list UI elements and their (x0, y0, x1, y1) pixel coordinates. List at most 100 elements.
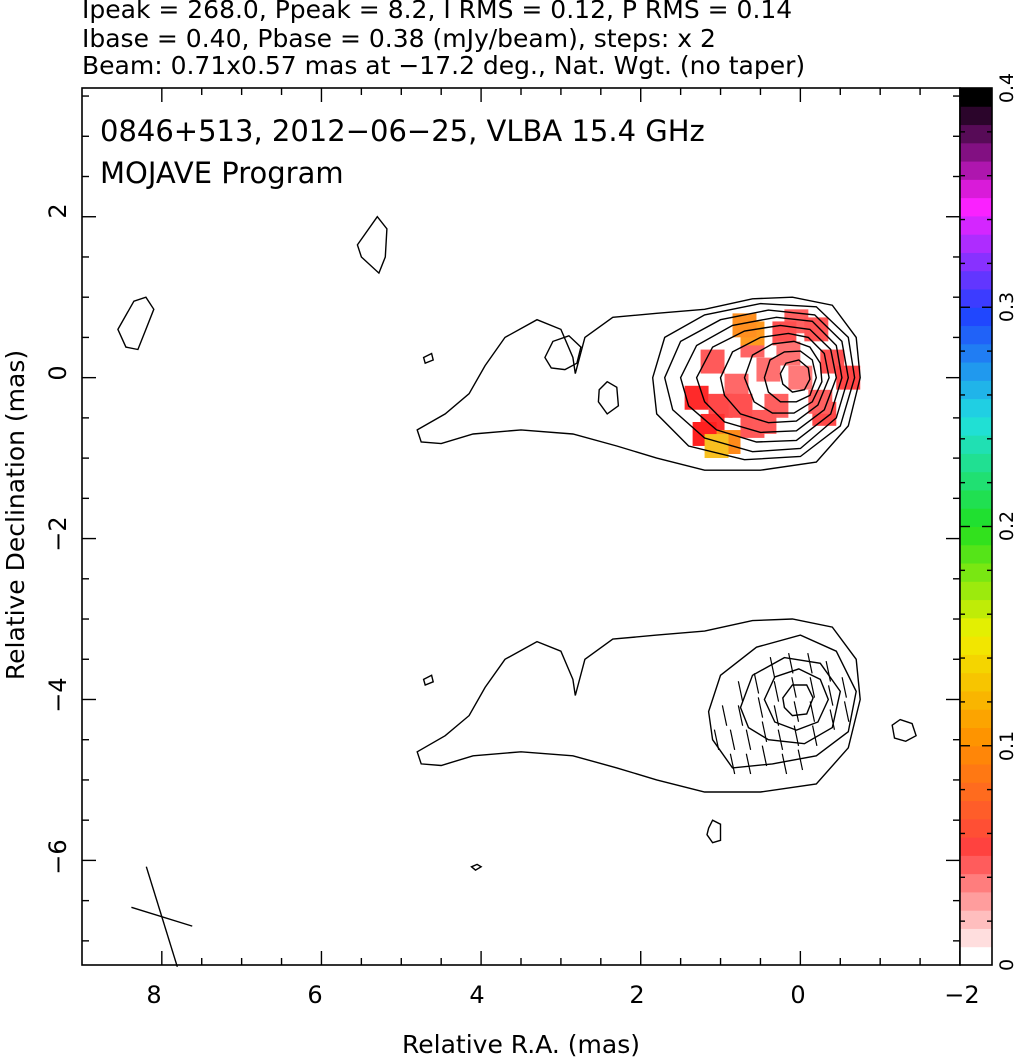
colorbar-swatch (960, 398, 992, 418)
intensity-contour (416, 296, 861, 471)
colorbar-swatch (960, 362, 992, 381)
evpa-tick (753, 673, 760, 694)
colorbar-swatch (960, 508, 992, 527)
colorbar-swatch (960, 818, 992, 838)
colorbar-swatch (960, 471, 992, 491)
intensity-contour (117, 296, 155, 351)
evpa-tick (773, 681, 780, 702)
colorbar-swatch (960, 837, 992, 856)
intensity-contour (651, 302, 856, 461)
header-line-1: Ipeak = 268.0, Ppeak = 8.2, I RMS = 0.12… (82, 0, 792, 24)
colorbar-swatch (960, 946, 992, 966)
intensity-contour (544, 334, 582, 371)
evpa-tick (793, 701, 800, 722)
colorbar-swatch (960, 234, 992, 253)
x-tick-label: 4 (469, 981, 484, 1009)
evpa-tick (721, 705, 728, 726)
colorbar-swatch (960, 142, 992, 162)
chart-title: 0846+513, 2012−06−25, VLBA 15.4 GHz (100, 114, 705, 148)
colorbar-swatch (960, 489, 992, 509)
intensity-contour (891, 718, 917, 743)
colorbar-swatch (960, 544, 992, 564)
colorbar-tick-labels: 0 0.1 0.2 0.3 0.4 (996, 73, 1018, 971)
evpa-tick (761, 721, 768, 742)
colorbar-swatch (960, 416, 992, 436)
colorbar-swatch (960, 581, 992, 601)
colorbar-swatch (960, 179, 992, 199)
evpa-tick (807, 653, 813, 674)
fractional-polarization-pixel (804, 317, 829, 342)
colorbar-swatch (960, 636, 992, 655)
evpa-tick (737, 681, 744, 702)
evpa-tick (791, 677, 797, 698)
colorbar-swatch (960, 270, 992, 290)
colorbar-swatch (960, 690, 992, 710)
intensity-contour (719, 332, 830, 424)
colorbar-swatch (960, 709, 992, 728)
evpa-tick (825, 661, 832, 682)
intensity-contour (763, 350, 818, 403)
colorbar-swatch (960, 800, 992, 820)
colorbar-swatch (960, 325, 992, 345)
y-tick-label: −2 (44, 516, 72, 551)
colorbar-swatch (960, 672, 992, 692)
x-tick-label: 8 (146, 981, 161, 1009)
header-line-3: Beam: 0.71x0.57 mas at −17.2 deg., Nat. … (82, 51, 805, 80)
intensity-contour (779, 359, 811, 393)
colorbar-swatch (960, 380, 992, 400)
colorbar-swatch (960, 599, 992, 619)
evpa-tick (773, 705, 780, 726)
x-tick-label: −2 (944, 981, 979, 1009)
colorbar-swatch (960, 124, 992, 144)
colorbar-swatch (960, 727, 992, 747)
colorbar-tick-label: 0.1 (996, 731, 1018, 761)
evpa-tick (729, 753, 736, 775)
colorbar-swatch (960, 215, 992, 235)
intensity-contour (782, 684, 814, 717)
evpa-tick (745, 729, 752, 750)
evpa-tick (797, 749, 804, 771)
colorbar (960, 88, 992, 966)
x-axis-title: Relative R.A. (mas) (402, 1030, 640, 1059)
fractional-polarization-pixel (700, 349, 725, 374)
evpa-tick (713, 729, 720, 750)
x-tick-label: 6 (307, 981, 322, 1009)
plot-area (82, 88, 961, 968)
evpa-tick (788, 653, 794, 674)
x-tick-label: 0 (790, 981, 805, 1009)
evpa-tick (841, 677, 848, 698)
chart-subtitle: MOJAVE Program (100, 156, 344, 190)
evpa-tick (761, 745, 768, 767)
intensity-contour (743, 340, 823, 414)
fractional-polarization-pixel (776, 341, 801, 366)
y-tick-label: −4 (44, 677, 72, 712)
y-tick-labels: 2 0 −2 −4 −6 (44, 203, 72, 874)
colorbar-swatch (960, 563, 992, 582)
intensity-contour (739, 656, 842, 745)
fractional-polarization-pixel (756, 357, 781, 382)
intensity-contour (356, 215, 388, 275)
intensity-contour (707, 634, 857, 769)
intensity-contour (679, 316, 843, 443)
evpa-tick (781, 753, 788, 775)
intensity-contour (422, 674, 435, 686)
colorbar-tick-label: 0 (996, 959, 1018, 971)
colorbar-tick-label: 0.2 (996, 511, 1018, 541)
x-tick-labels: 8 6 4 2 0 −2 (146, 981, 979, 1009)
intensity-contour (416, 618, 861, 793)
y-tick-label: 0 (44, 365, 72, 380)
fractional-polarization-pixel (788, 365, 813, 390)
intensity-contour (470, 863, 483, 871)
colorbar-swatch (960, 526, 992, 546)
evpa-tick (745, 753, 752, 775)
evpa-tick (769, 657, 776, 678)
evpa-tick (777, 729, 784, 750)
beam-minor-axis (131, 906, 193, 927)
colorbar-swatch (960, 307, 992, 327)
colorbar-swatch (960, 891, 992, 911)
colorbar-swatch (960, 873, 992, 893)
colorbar-swatch (960, 252, 992, 272)
colorbar-swatch (960, 764, 992, 783)
colorbar-swatch (960, 288, 992, 308)
